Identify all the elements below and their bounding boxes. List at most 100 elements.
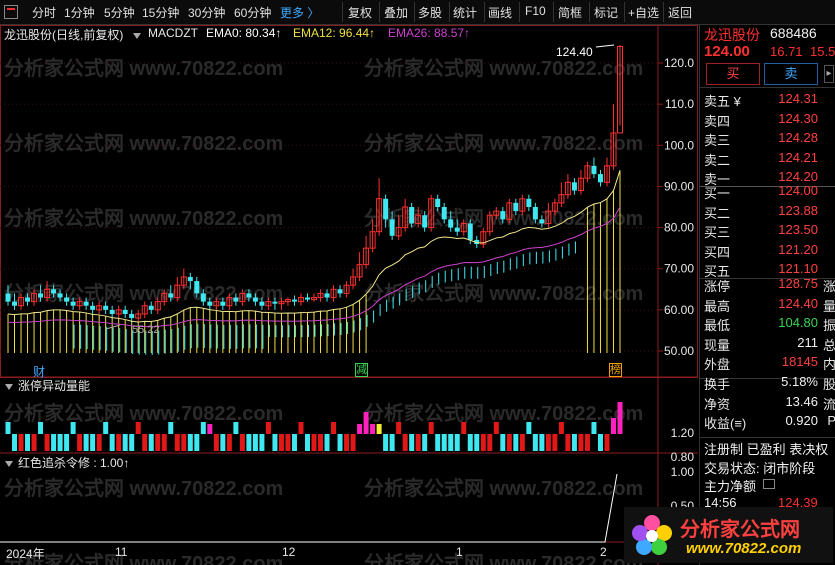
tab-15min[interactable]: 15分钟	[142, 6, 180, 20]
candle-body	[109, 309, 115, 314]
volume-bar	[57, 434, 63, 451]
marker-cai[interactable]: 财	[33, 365, 46, 379]
panel2-dropdown-icon[interactable]	[4, 380, 14, 394]
candle-body	[356, 264, 363, 278]
bid-label: 买一	[704, 186, 731, 201]
f10-button[interactable]: F10	[525, 4, 546, 18]
draw-line-button[interactable]: 画线	[488, 6, 513, 20]
candle-body	[467, 223, 473, 240]
window-icon[interactable]	[4, 5, 18, 19]
ask-value: 124.21	[778, 149, 818, 165]
mark-button[interactable]: 标记	[594, 6, 619, 20]
stat-label: 最高	[704, 298, 731, 314]
candle-body	[409, 207, 415, 224]
price-change-pct: 15.58%	[810, 44, 835, 59]
candle-body	[454, 227, 460, 232]
stat-row[interactable]: 外盘 18145 内	[704, 354, 835, 373]
candle-body	[5, 293, 11, 302]
stats-button[interactable]: 统计	[453, 6, 478, 20]
volume-bar	[155, 434, 161, 451]
volume-bar	[265, 422, 271, 434]
candle-body	[317, 292, 324, 299]
watermark-text: 分析家公式网 www.70822.com	[4, 131, 283, 155]
tab-5min[interactable]: 5分钟	[104, 6, 135, 20]
indicator-dropdown-icon[interactable]	[132, 29, 142, 39]
bid-row[interactable]: 买三 123.50	[704, 222, 835, 241]
ask-row[interactable]: 卖二 124.21	[704, 150, 835, 169]
candle-body	[213, 301, 220, 307]
stat-label: 外盘	[704, 357, 731, 372]
tab-30min[interactable]: 30分钟	[188, 6, 226, 20]
stat2-row[interactable]: 收益(≡) 0.920 P	[704, 413, 835, 432]
marker-bang[interactable]: 榜	[609, 363, 622, 377]
tick-price: 124.39	[778, 495, 818, 510]
stat-row[interactable]: 最低 104.80 振	[704, 315, 835, 334]
watermark-text: 分析家公式网 www.70822.com	[4, 56, 283, 80]
bid-value: 123.88	[778, 202, 818, 218]
tab-60min[interactable]: 60分钟	[234, 6, 272, 20]
stat-row[interactable]: 最高 124.40 量	[704, 296, 835, 315]
kline-chart[interactable]: 分析家公式网 www.70822.com 分析家公式网 www.70822.com…	[0, 25, 698, 565]
indicator-name[interactable]: MACDZT	[148, 26, 198, 40]
stat-suffix: 振	[822, 318, 835, 333]
volume-bar	[83, 434, 89, 451]
ask-row[interactable]: 卖一 124.20	[704, 169, 835, 188]
yaxis-label: 110.0	[665, 97, 694, 111]
current-price: 124.00	[704, 43, 750, 60]
yaxis-label: 90.00	[664, 179, 694, 193]
ask-row[interactable]: 卖四 124.30	[704, 111, 835, 130]
price-change: 16.71	[770, 44, 803, 59]
candle-body	[278, 301, 285, 305]
candle-body	[513, 202, 519, 212]
candle-body	[324, 293, 330, 298]
stat-label: 涨停	[704, 279, 731, 294]
volume-bar	[350, 434, 356, 451]
ask-row[interactable]: 卖三 124.28	[704, 130, 835, 149]
marker-jian[interactable]: 减	[355, 363, 368, 377]
stat-row[interactable]: 现量 211 总	[704, 335, 835, 354]
volume-bar	[252, 434, 258, 451]
ask-label: 卖五 ¥	[704, 94, 741, 109]
bid-row[interactable]: 买四 121.20	[704, 242, 835, 261]
tab-fenshi[interactable]: 分时	[32, 6, 57, 20]
bid-value: 121.20	[778, 241, 818, 257]
overlay-button[interactable]: 叠加	[384, 6, 409, 20]
candle-body	[304, 297, 310, 300]
volume-bar	[278, 434, 284, 451]
stat2-row[interactable]: 换手 5.18% 股	[704, 374, 835, 393]
volume-bar	[376, 424, 382, 434]
back-button[interactable]: 返回	[668, 6, 693, 20]
fuquan-button[interactable]: 复权	[348, 6, 373, 20]
candle-body	[265, 301, 272, 307]
volume-bar	[213, 434, 219, 451]
volume-bar	[304, 434, 310, 451]
panel3-dropdown-icon[interactable]	[4, 457, 14, 471]
volume-bar	[363, 412, 369, 434]
more-menu[interactable]: 更多 〉	[280, 6, 320, 20]
ask-row[interactable]: 卖五 ¥ 124.31	[704, 91, 835, 110]
stat2-row[interactable]: 净资 13.46 流	[704, 394, 835, 413]
bid-row[interactable]: 买一 124.00	[704, 183, 835, 202]
simple-frame-button[interactable]: 简框	[558, 6, 583, 20]
add-watchlist-button[interactable]: +自选	[628, 6, 660, 20]
watermark-text: 分析家公式网 www.70822.com	[364, 551, 643, 565]
candle-body	[76, 301, 83, 307]
candle-body	[141, 305, 148, 315]
tab-1min[interactable]: 1分钟	[64, 6, 95, 20]
sell-button[interactable]: 卖	[764, 63, 818, 85]
candle-body	[597, 174, 603, 183]
candle-body	[591, 165, 597, 175]
candle-body	[44, 288, 51, 299]
bid-row[interactable]: 买二 123.88	[704, 203, 835, 222]
bid-label: 买二	[704, 205, 731, 221]
candle-body	[539, 219, 545, 224]
multi-stock-button[interactable]: 多股	[418, 6, 443, 20]
stat-row[interactable]: 涨停 128.75 涨	[704, 276, 835, 295]
expand-icon[interactable]: ▸	[824, 65, 834, 83]
volume-bar	[428, 422, 434, 434]
bid-row[interactable]: 买五 121.10	[704, 261, 835, 280]
watermark-text: 分析家公式网 www.70822.com	[4, 551, 283, 565]
buy-button[interactable]: 买	[706, 63, 760, 85]
chart-area[interactable]: 分析家公式网 www.70822.com 分析家公式网 www.70822.com…	[0, 25, 698, 565]
main-net-toggle[interactable]	[763, 479, 775, 489]
